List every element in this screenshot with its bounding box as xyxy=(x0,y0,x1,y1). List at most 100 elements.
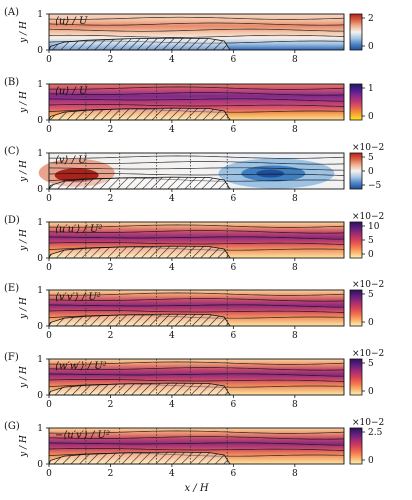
obstacle xyxy=(48,37,232,51)
x-tick-label: 8 xyxy=(292,469,298,479)
contour-line xyxy=(49,155,345,159)
y-axis-label: y / H xyxy=(19,435,29,458)
y-tick-label: 1 xyxy=(37,286,43,296)
panel-g: 0 2 4 6 8 0 1 (G) −⟨u′v′⟩ / U² y / H x / H 2.5 0 ×10−… xyxy=(4,418,384,494)
y-tick-label: 0 xyxy=(37,391,43,401)
x-tick-label: 2 xyxy=(108,331,114,341)
contour-line xyxy=(48,236,345,240)
panel-letter: (E) xyxy=(4,283,19,294)
colorbar-tick-label: 0 xyxy=(368,250,374,260)
x-tick-label: 4 xyxy=(169,263,175,273)
colorbar-tick-label: 5 xyxy=(368,153,374,163)
plot-frame xyxy=(48,13,345,51)
contour-line xyxy=(48,442,345,446)
x-tick-label: 0 xyxy=(46,194,52,204)
y-tick-label: 0 xyxy=(37,116,43,126)
colorbar-tick-label: 2.5 xyxy=(368,428,383,438)
x-tick-label: 6 xyxy=(231,263,237,273)
plot-frame xyxy=(48,427,345,465)
colorbar-tick-label: 5 xyxy=(368,359,374,369)
panel-f: 0 2 4 6 8 0 1 (F) ⟨w′w′⟩ / U² y / H 5 0 ×10−2 xyxy=(4,349,384,410)
y-axis-label: y / H xyxy=(19,21,29,44)
panel-a: 0 2 4 6 8 0 1 (A) ⟨u⟩ / U y / H 2 0 xyxy=(4,7,374,65)
x-tick-label: 8 xyxy=(292,125,298,135)
y-tick-label: 1 xyxy=(37,424,43,434)
x-tick-label: 4 xyxy=(169,125,175,135)
panel-title: ⟨u′u′⟩ / U² xyxy=(55,224,102,235)
contour-line xyxy=(48,34,345,38)
x-tick-label: 6 xyxy=(231,469,237,479)
colorbar-multiplier: ×10−2 xyxy=(352,418,384,428)
obstacle xyxy=(48,245,232,259)
colorbar-tick-label: 0 xyxy=(368,318,374,328)
contour-line xyxy=(48,22,345,26)
x-tick-label: 8 xyxy=(292,400,298,410)
contour-line xyxy=(48,298,345,302)
plot-frame xyxy=(48,221,345,259)
y-axis-label: y / H xyxy=(19,160,29,183)
colorbar xyxy=(349,358,363,396)
panel-title: ⟨w′w′⟩ / U² xyxy=(55,361,107,372)
colorbar xyxy=(349,289,363,327)
y-tick-label: 1 xyxy=(37,355,43,365)
colorbar-multiplier: ×10−2 xyxy=(352,280,384,290)
x-tick-label: 6 xyxy=(231,125,237,135)
contour-line xyxy=(49,430,345,434)
colorbar xyxy=(349,83,363,121)
obstacle xyxy=(48,176,232,190)
panel-b: 0 2 4 6 8 0 1 (B) ⟨u⟩ / U y / H 1 0 xyxy=(4,77,374,135)
contour-line xyxy=(49,224,345,228)
x-tick-label: 8 xyxy=(292,194,298,204)
colorbar-tick-label: 5 xyxy=(368,290,374,300)
contour-line xyxy=(48,242,345,245)
y-tick-label: 1 xyxy=(37,80,43,90)
colorbar-multiplier: ×10−2 xyxy=(352,212,384,222)
negative-center xyxy=(256,169,285,178)
x-tick-label: 8 xyxy=(292,331,298,341)
x-tick-label: 8 xyxy=(292,55,298,65)
panel-c: 0 2 4 6 8 0 1 (C) ⟨v⟩ / U y / H 5 0 −5 ×10−2 xyxy=(4,143,384,204)
x-tick-label: 0 xyxy=(46,125,52,135)
x-tick-label: 0 xyxy=(46,263,52,273)
contour-line xyxy=(49,361,345,365)
obstacle xyxy=(48,382,232,396)
contour-line xyxy=(48,92,345,96)
x-tick-label: 0 xyxy=(46,55,52,65)
contour-line xyxy=(48,379,345,382)
y-axis-label: y / H xyxy=(19,91,29,114)
plot-frame xyxy=(48,83,345,121)
plot-frame xyxy=(48,358,345,396)
x-tick-label: 4 xyxy=(169,331,175,341)
panel-letter: (F) xyxy=(4,352,19,363)
contour-line xyxy=(48,28,345,32)
panel-title: ⟨v′v′⟩ / U² xyxy=(55,292,101,303)
panel-e: 0 2 4 6 8 0 1 (E) ⟨v′v′⟩ / U² y / H 5 0 ×10−2 xyxy=(4,280,384,341)
colorbar-tick-label: 10 xyxy=(368,222,380,232)
contour-line xyxy=(48,304,345,308)
x-tick-label: 2 xyxy=(108,469,114,479)
contour-line xyxy=(48,104,345,107)
colorbar xyxy=(349,221,363,259)
colorbar-tick-label: 2 xyxy=(368,14,374,24)
colorbar xyxy=(349,13,363,51)
contour-line xyxy=(48,310,345,313)
colorbar-tick-label: −5 xyxy=(368,181,382,191)
contour-line xyxy=(48,16,345,20)
y-tick-label: 0 xyxy=(37,46,43,56)
panel-letter: (B) xyxy=(4,77,19,88)
x-tick-label: 8 xyxy=(292,263,298,273)
x-tick-label: 4 xyxy=(169,55,175,65)
x-tick-label: 0 xyxy=(46,400,52,410)
x-tick-label: 2 xyxy=(108,400,114,410)
x-tick-label: 2 xyxy=(108,125,114,135)
plot-frame xyxy=(48,152,345,190)
y-tick-label: 1 xyxy=(37,218,43,228)
x-tick-label: 4 xyxy=(169,194,175,204)
contour-line xyxy=(48,167,345,171)
panel-letter: (G) xyxy=(4,421,20,432)
colorbar-tick-label: 5 xyxy=(368,236,374,246)
x-axis-label: x / H xyxy=(184,483,208,494)
contour-line xyxy=(48,448,345,451)
panel-title: −⟨u′v′⟩ / U² xyxy=(55,430,110,441)
contour-line xyxy=(48,367,345,371)
